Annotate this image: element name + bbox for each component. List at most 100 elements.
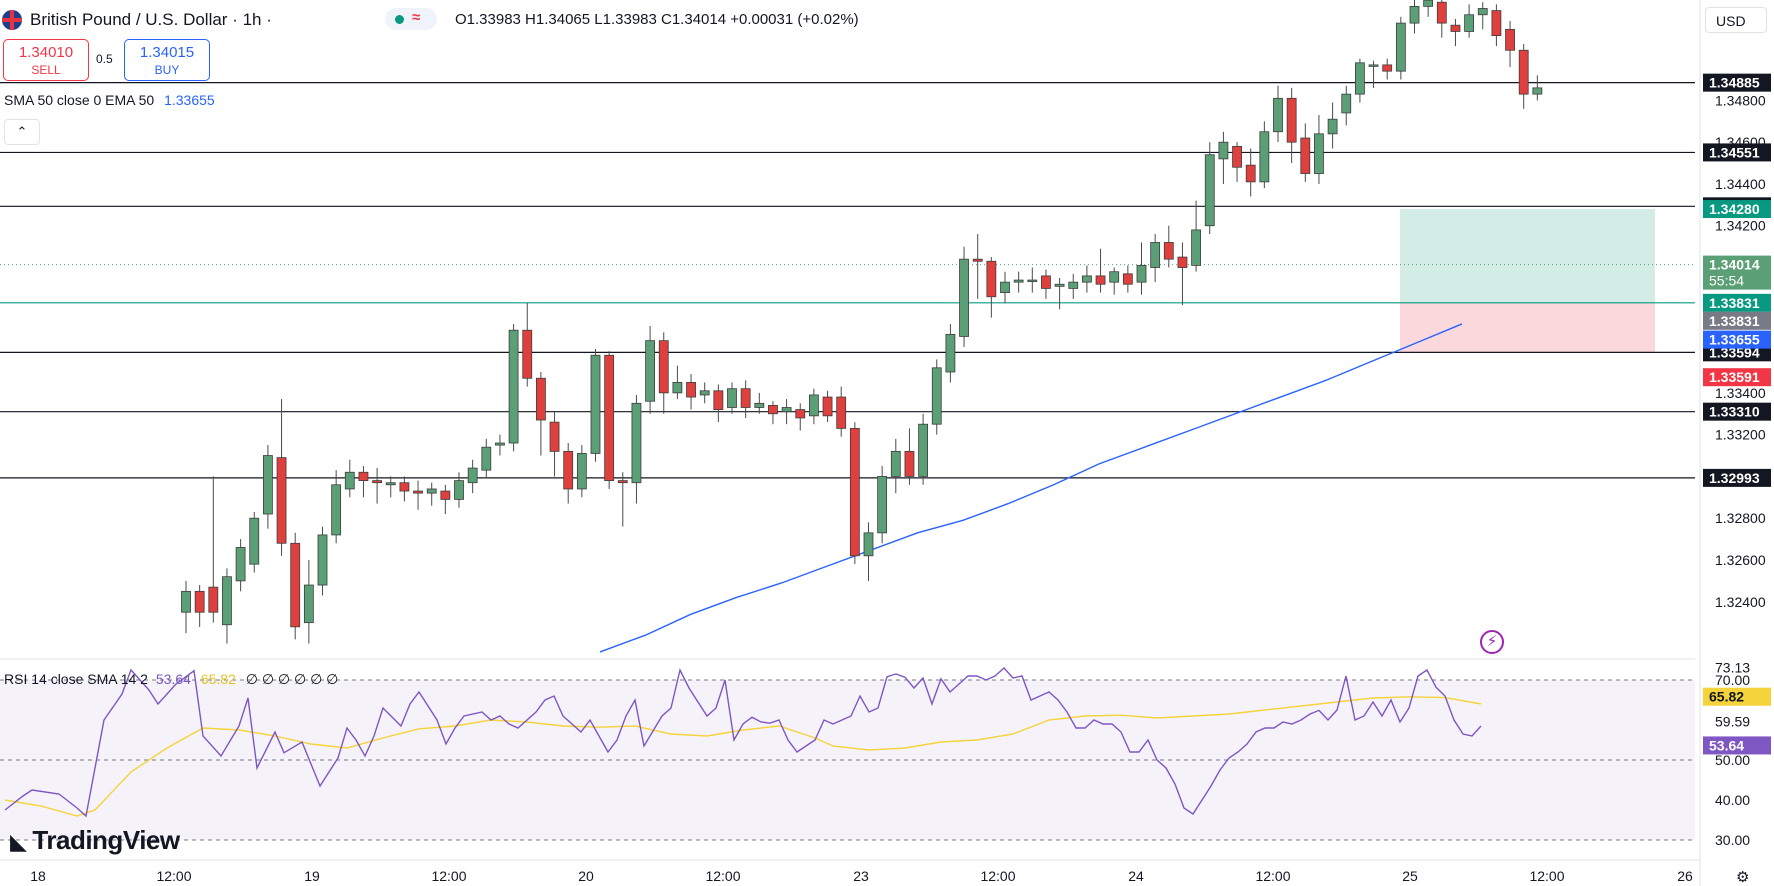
candles	[181, 0, 1543, 644]
currency-selector[interactable]: USD	[1705, 7, 1767, 33]
rsi-axis-tick: 70.00	[1715, 672, 1750, 688]
candle	[918, 413, 928, 485]
candle	[385, 476, 396, 498]
price-tag: 1.33831	[1703, 311, 1771, 330]
rsi-legend-value: 53.64	[155, 671, 191, 687]
level-price-tag: 1.34885	[1703, 73, 1771, 92]
candle-body	[181, 590, 191, 613]
candle	[1218, 131, 1229, 184]
sell-button[interactable]: 1.34010 SELL	[3, 39, 89, 81]
candle	[576, 445, 587, 498]
sell-label: SELL	[31, 63, 61, 77]
candle	[467, 459, 478, 494]
candle	[222, 568, 232, 644]
time-axis-tick: 12:00	[1529, 868, 1564, 884]
candle	[1000, 271, 1010, 304]
rsi-value-tag-bg	[1703, 687, 1771, 706]
candle	[795, 403, 806, 431]
candle-body	[303, 584, 314, 624]
price-axis-tick: 1.32600	[1715, 552, 1766, 568]
market-status-pill[interactable]: ≈	[385, 8, 437, 30]
price-axis-tick: 1.32800	[1715, 510, 1766, 526]
candle-body	[1518, 49, 1529, 95]
rsi-value-label: 59.59	[1715, 714, 1750, 730]
candle	[1464, 4, 1474, 38]
candle-body	[768, 405, 778, 415]
candle-body	[1136, 265, 1147, 283]
price-tag-bg	[1703, 200, 1771, 219]
candle	[699, 382, 710, 404]
candle-body	[890, 450, 901, 477]
candle-body	[590, 354, 601, 454]
candle	[877, 465, 888, 544]
candle	[768, 401, 778, 425]
candle	[1259, 121, 1270, 189]
candle	[672, 365, 683, 400]
candle-body	[604, 354, 615, 482]
symbol-title[interactable]: British Pound / U.S. Dollar · 1h ·	[30, 10, 272, 29]
candle	[1027, 267, 1038, 293]
candle	[1491, 4, 1502, 47]
candle	[822, 390, 833, 423]
price-tag: 1.34280	[1703, 200, 1771, 219]
candle-body	[1505, 28, 1515, 51]
candle	[658, 332, 669, 414]
candle	[1204, 142, 1215, 235]
candle	[836, 386, 847, 437]
rsi-line	[4, 667, 1482, 818]
candle-body	[904, 450, 915, 477]
candle-body	[1436, 1, 1447, 24]
price-tag: 1.33655	[1703, 330, 1771, 349]
buy-button[interactable]: 1.34015 BUY	[124, 39, 210, 81]
lightning-icon[interactable]: ⚡	[1480, 630, 1504, 654]
candle	[986, 257, 997, 318]
candle-body	[809, 394, 819, 417]
candle	[549, 411, 560, 477]
candle-body	[467, 467, 478, 484]
tradingview-logo[interactable]: ◣ TradingView	[10, 825, 180, 856]
candle-body	[1150, 242, 1161, 268]
candle-body	[1013, 279, 1024, 283]
candle-body	[481, 446, 492, 471]
candle-body	[413, 490, 423, 494]
candle	[1068, 273, 1079, 299]
candle-body	[918, 423, 928, 477]
candle-body	[931, 367, 942, 425]
level-price-tag: 1.34551	[1703, 143, 1771, 162]
sma-legend[interactable]: SMA 50 close 0 EMA 50 1.33655	[4, 92, 215, 108]
candle	[931, 359, 942, 435]
candle	[1477, 2, 1488, 30]
price-tag-text: 1.34280	[1709, 201, 1760, 217]
candle	[1245, 148, 1256, 197]
candle-body	[276, 457, 287, 544]
candle	[645, 326, 655, 414]
candle-body	[331, 484, 342, 536]
collapse-legend-button[interactable]: ⌃	[4, 119, 40, 145]
candle	[727, 382, 737, 414]
gear-icon[interactable]: ⚙	[1736, 869, 1750, 886]
candle-body	[1464, 14, 1474, 32]
candle	[686, 374, 696, 410]
candle	[1150, 234, 1161, 283]
gbp-flag-icon	[2, 10, 22, 30]
candle	[262, 445, 273, 529]
candle	[1273, 85, 1283, 143]
candle-body	[372, 480, 383, 484]
candle	[344, 459, 355, 498]
candle	[617, 472, 628, 527]
candle	[495, 434, 505, 456]
rsi-value-tag-text: 53.64	[1709, 737, 1744, 753]
candle-body	[713, 390, 724, 410]
candle	[522, 303, 533, 387]
rsi-legend[interactable]: RSI 14 close SMA 14 2 53.64 65.82 ∅ ∅ ∅ …	[4, 671, 338, 688]
data-delay-icon: ≈	[412, 9, 421, 26]
candle	[1300, 123, 1311, 182]
candle-body	[522, 329, 533, 379]
candle	[754, 392, 765, 414]
level-price-tag: 1.32993	[1703, 468, 1771, 487]
candle	[276, 399, 287, 556]
price-tag-text: 1.33831	[1709, 313, 1760, 329]
time-axis-tick: 12:00	[980, 868, 1015, 884]
candle	[1355, 58, 1365, 103]
